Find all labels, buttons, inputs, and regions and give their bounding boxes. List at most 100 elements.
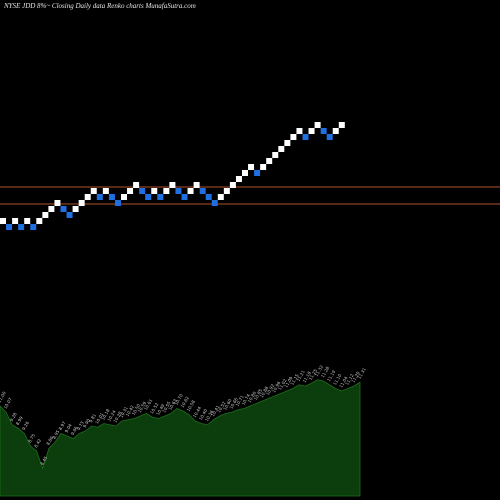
renko-brick-up bbox=[193, 182, 200, 188]
volume-data-label: 10.42 bbox=[125, 404, 135, 417]
volume-data-label: 9.04 bbox=[64, 423, 73, 434]
renko-brick-up bbox=[296, 128, 303, 134]
volume-area-chart: 11.0010.079.288.999.268.758.428.458.808.… bbox=[0, 364, 367, 497]
volume-data-label: 10.88 bbox=[259, 385, 269, 398]
renko-brick-down bbox=[175, 188, 182, 194]
renko-brick-down bbox=[6, 224, 13, 230]
renko-brick-up bbox=[314, 122, 321, 128]
renko-brick-down bbox=[108, 194, 115, 200]
renko-brick-up bbox=[290, 134, 297, 140]
renko-brick-up bbox=[24, 218, 31, 224]
volume-data-label: 9.81 bbox=[88, 413, 97, 424]
volume-data-label: 10.24 bbox=[106, 409, 116, 422]
volume-data-label: 10.63 bbox=[167, 398, 177, 411]
renko-brick-down bbox=[157, 194, 164, 200]
renko-brick-up bbox=[217, 194, 224, 200]
renko-brick-down bbox=[114, 200, 121, 206]
renko-brick-up bbox=[54, 200, 61, 206]
volume-data-label: 11.21 bbox=[296, 369, 306, 382]
renko-brick-up bbox=[163, 188, 170, 194]
volume-data-label: 10.60 bbox=[222, 398, 232, 411]
volume-data-label: 11.09 bbox=[283, 375, 293, 388]
volume-data-label: 11.00 bbox=[0, 390, 7, 403]
renko-brick-down bbox=[139, 188, 146, 194]
volume-data-label: 9.26 bbox=[21, 420, 30, 431]
renko-brick-up bbox=[278, 146, 285, 152]
volume-data-label: 11.12 bbox=[344, 373, 354, 386]
renko-brick-down bbox=[205, 194, 212, 200]
volume-data-label: 10.52 bbox=[149, 402, 159, 415]
volume-data-label: 10.96 bbox=[271, 380, 281, 393]
renko-brick-up bbox=[338, 122, 345, 128]
renko-brick-down bbox=[66, 212, 73, 218]
volume-data-label: 10.31 bbox=[119, 405, 129, 418]
volume-data-label: 10.58 bbox=[186, 399, 196, 412]
volume-data-label: 8.42 bbox=[33, 438, 42, 449]
renko-brick-up bbox=[72, 206, 79, 212]
renko-brick-up bbox=[223, 188, 230, 194]
volume-data-label: 8.95 bbox=[51, 429, 60, 440]
renko-brick-up bbox=[332, 128, 339, 134]
renko-brick-up bbox=[229, 182, 236, 188]
volume-data-label: 10.59 bbox=[137, 400, 147, 413]
renko-brick-up bbox=[133, 182, 140, 188]
renko-brick-down bbox=[254, 170, 261, 176]
volume-data-label: 8.75 bbox=[27, 433, 36, 444]
volume-data-label: 10.50 bbox=[131, 403, 141, 416]
volume-data-label: 10.40 bbox=[198, 408, 208, 421]
volume-data-label: 10.18 bbox=[100, 408, 110, 421]
volume-data-label: 9.73 bbox=[76, 420, 85, 431]
renko-brick-up bbox=[260, 164, 267, 170]
volume-data-label: 10.61 bbox=[143, 398, 153, 411]
volume-data-label: 11.15 bbox=[289, 373, 299, 386]
renko-brick-up bbox=[84, 194, 91, 200]
chart-title: NYSE JDD 8%~ Closing Daily data Renko ch… bbox=[4, 2, 196, 10]
volume-data-label: 11.32 bbox=[314, 364, 324, 377]
volume-data-label: 11.10 bbox=[332, 373, 342, 386]
renko-brick-down bbox=[60, 206, 67, 212]
renko-brick-up bbox=[187, 188, 194, 194]
volume-data-label: 9.66 bbox=[70, 425, 79, 436]
volume-data-label: 10.01 bbox=[94, 412, 104, 425]
volume-data-label: 10.41 bbox=[210, 404, 220, 417]
renko-brick-down bbox=[326, 134, 333, 140]
volume-data-label: 9.28 bbox=[9, 411, 18, 422]
volume-data-label: 11.18 bbox=[302, 370, 312, 383]
renko-brick-up bbox=[308, 128, 315, 134]
volume-data-label: 10.49 bbox=[155, 403, 165, 416]
volume-data-label: 10.74 bbox=[241, 393, 251, 406]
volume-data-label: 11.20 bbox=[350, 370, 360, 383]
renko-brick-up bbox=[0, 218, 6, 224]
renko-brick-down bbox=[320, 128, 327, 134]
volume-data-label: 10.52 bbox=[216, 400, 226, 413]
volume-data-label: 10.36 bbox=[204, 409, 214, 422]
renko-brick-up bbox=[48, 206, 55, 212]
renko-brick-down bbox=[211, 200, 218, 206]
renko-brick-down bbox=[96, 194, 103, 200]
volume-data-label: 8.99 bbox=[15, 415, 24, 426]
reference-lines bbox=[0, 186, 500, 205]
volume-data-label: 10.07 bbox=[3, 397, 13, 410]
volume-data-label: 10.55 bbox=[161, 400, 171, 413]
volume-data-label: 11.28 bbox=[320, 365, 330, 378]
volume-data-label: 8.45 bbox=[39, 455, 48, 466]
renko-brick-up bbox=[284, 140, 291, 146]
renko-bricks bbox=[0, 122, 345, 230]
volume-data-label: 11.31 bbox=[357, 367, 367, 380]
renko-brick-up bbox=[248, 164, 255, 170]
renko-brick-up bbox=[102, 188, 109, 194]
volume-data-label: 10.85 bbox=[253, 388, 263, 401]
renko-brick-up bbox=[151, 188, 158, 194]
renko-brick-up bbox=[169, 182, 176, 188]
renko-brick-down bbox=[30, 224, 37, 230]
renko-brick-down bbox=[181, 194, 188, 200]
renko-brick-up bbox=[121, 194, 127, 200]
volume-data-label: 11.02 bbox=[277, 378, 287, 391]
renko-brick-up bbox=[235, 176, 242, 182]
renko-brick-down bbox=[145, 194, 152, 200]
volume-data-label: 10.70 bbox=[173, 393, 183, 406]
volume-data-label: 10.62 bbox=[180, 395, 190, 408]
volume-data-label: 10.44 bbox=[192, 405, 202, 418]
